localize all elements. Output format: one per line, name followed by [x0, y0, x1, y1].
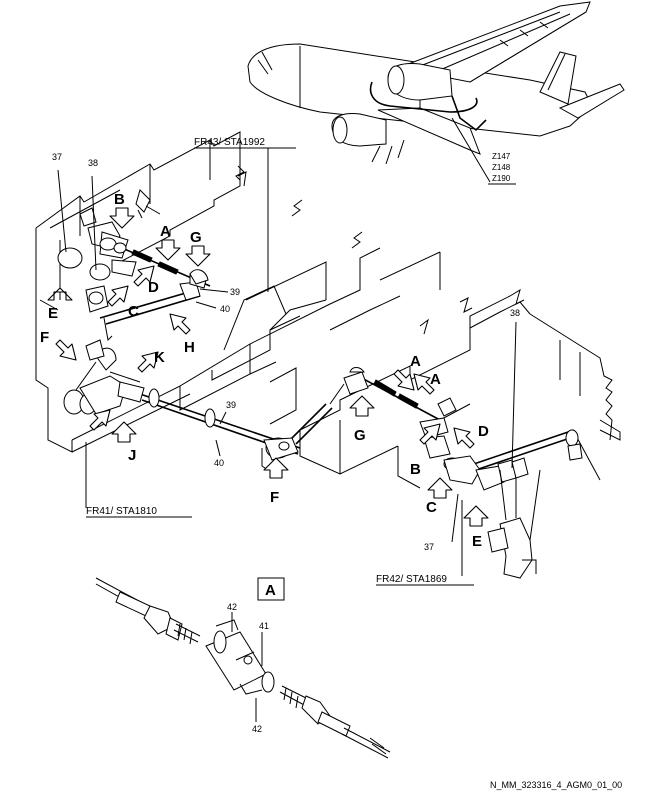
detail-a-label: A — [265, 582, 276, 599]
arrow-k — [137, 351, 159, 373]
view-letter-b: B — [114, 191, 125, 208]
zone-label: Z148 — [492, 163, 511, 172]
arrow-d-left — [133, 265, 155, 287]
item-number-42: 42 — [227, 602, 237, 612]
view-letter-d: D — [148, 279, 159, 296]
view-letter-a: A — [410, 353, 421, 370]
view-letter-e: E — [472, 533, 482, 550]
item-number-39: 39 — [230, 287, 240, 297]
arrow-j-cross — [89, 409, 111, 431]
arrow-f-left — [55, 339, 77, 361]
arrow-a-upper — [155, 239, 181, 261]
view-letter-d: D — [478, 423, 489, 440]
arrow-c-right — [427, 477, 453, 499]
frame-label-fr43: FR43/ STA1992 — [194, 137, 265, 148]
item-number-37: 37 — [52, 152, 62, 162]
view-letter-f: F — [40, 329, 49, 346]
arrow-d-right — [453, 427, 475, 449]
zone-label: Z147 — [492, 152, 511, 161]
leader-lines — [57, 148, 517, 576]
zone-label-group: Z147 Z148 Z190 — [488, 152, 516, 185]
arrow-g-upper — [185, 245, 211, 267]
view-letter-e: E — [48, 305, 58, 322]
arrow-b-right — [419, 423, 441, 445]
view-letter-g: G — [354, 427, 366, 444]
arrow-e-left — [47, 287, 73, 301]
arrow-f-lower — [263, 457, 289, 479]
arrow-j-lower — [111, 421, 137, 443]
zone-label: Z190 — [492, 174, 511, 183]
frame-label-fr41: FR41/ STA1810 — [86, 506, 157, 517]
item-number-40: 40 — [220, 304, 230, 314]
lower-left-gimbal-assembly — [63, 339, 145, 415]
view-letter-c: C — [426, 499, 437, 516]
center-right-bellcrank-assembly — [329, 367, 369, 405]
view-letter-c: C — [128, 303, 139, 320]
detail-a-cable-adjuster: A 42 41 42 — [95, 577, 391, 759]
control-cables — [99, 247, 601, 481]
item-number-41: 41 — [259, 621, 269, 631]
arrow-e-right — [463, 505, 489, 527]
right-bellcrank-assembly — [419, 397, 583, 579]
left-bellcrank-assembly — [57, 189, 209, 342]
arrow-a-right-1 — [393, 369, 415, 391]
arrow-c-left — [107, 285, 129, 307]
arrow-b-upper — [109, 207, 135, 229]
frame-labels: FR43/ STA1992 FR41/ STA1810 FR42/ STA186… — [86, 137, 474, 586]
view-letter-k: K — [154, 349, 165, 366]
item-number-38: 38 — [510, 308, 520, 318]
view-letter-a: A — [430, 371, 441, 388]
view-letter-g: G — [190, 229, 202, 246]
arrow-a-right-2 — [413, 373, 435, 395]
item-number-38: 38 — [88, 158, 98, 168]
reference-code: N_MM_323316_4_AGM0_01_00 — [490, 780, 622, 790]
view-letter-j: J — [128, 447, 136, 464]
item-number-42: 42 — [252, 724, 262, 734]
item-number-39: 39 — [226, 400, 236, 410]
view-letter-h: H — [184, 339, 195, 356]
item-number-labels: 37 38 39 40 39 40 38 37 — [52, 152, 520, 552]
frame-label-fr42: FR42/ STA1869 — [376, 574, 447, 585]
view-letter-labels: B A G D C E F H K J F G A A D B C E — [40, 191, 489, 550]
view-letter-a: A — [160, 223, 171, 240]
arrow-h — [169, 313, 191, 335]
arrow-g-right — [349, 395, 375, 417]
view-letter-b: B — [410, 461, 421, 478]
view-arrows — [47, 207, 489, 527]
aircraft-locator-illustration — [247, 1, 625, 183]
view-letter-f: F — [270, 489, 279, 506]
item-number-37: 37 — [424, 542, 434, 552]
detail-a-box — [257, 577, 285, 601]
item-number-40: 40 — [214, 458, 224, 468]
fuselage-structure — [35, 131, 621, 489]
